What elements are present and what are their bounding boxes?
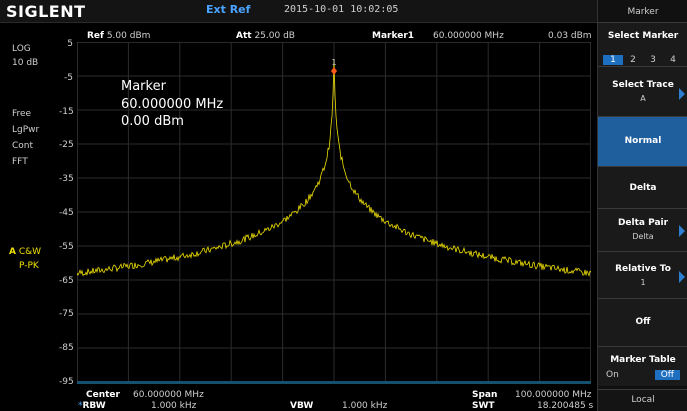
att-label: Att (236, 31, 252, 41)
ref-level: Ref 5.00 dBm (87, 31, 150, 41)
marker1-freq: 60.000000 MHz (433, 31, 504, 41)
trace-a-line (77, 58, 591, 277)
attenuation: Att 25.00 dB (236, 31, 295, 41)
y-tick-label: -5 (64, 72, 73, 83)
y-tick-label: -75 (59, 309, 74, 320)
select-trace-softkey[interactable]: Select Trace A (598, 66, 687, 116)
marker-readout-title: Marker (121, 79, 166, 94)
marker-number-4[interactable]: 4 (670, 55, 676, 65)
normal-softkey[interactable]: Normal (598, 116, 687, 166)
relative-to-value: 1 (640, 278, 646, 287)
marker1-label: Marker1 (372, 31, 415, 41)
chevron-right-icon (679, 88, 685, 100)
ref-value: 5.00 dBm (106, 31, 151, 41)
relative-to-softkey[interactable]: Relative To 1 (598, 251, 687, 298)
vbw-value: 1.000 kHz (342, 401, 388, 411)
select-marker-label: Select Marker (607, 31, 679, 41)
marker-number-1[interactable]: 1 (603, 55, 623, 65)
span-label: Span (472, 390, 498, 400)
toggle-on[interactable]: On (606, 370, 619, 380)
chevron-right-icon (679, 271, 685, 283)
marker-number-3[interactable]: 3 (650, 55, 656, 65)
marker1-indicator: 1 (331, 58, 337, 75)
delta-pair-label: Delta Pair (617, 218, 669, 228)
select-trace-value: A (640, 94, 646, 103)
sweep-progress-track (77, 381, 591, 384)
sweep-type: FFT (12, 157, 28, 167)
y-tick-label: -45 (59, 208, 74, 218)
span-value: 100.000000 MHz (515, 390, 592, 400)
marker-number-2[interactable]: 2 (630, 55, 636, 65)
scale-type: LOG (12, 44, 31, 54)
toggle-off[interactable]: Off (654, 370, 680, 380)
att-value: 25.00 dB (254, 31, 295, 41)
center-value: 60.000000 MHz (133, 390, 204, 400)
center-label: Center (86, 390, 120, 400)
marker-table-label: Marker Table (610, 355, 676, 365)
chevron-right-icon (679, 225, 685, 237)
marker-off-softkey[interactable]: Off (598, 298, 687, 346)
delta-pair-value: Delta (632, 232, 654, 241)
delta-label: Delta (629, 183, 657, 193)
ref-source-indicator: Ext Ref (206, 3, 251, 16)
marker-readout-level: 0.00 dBm (121, 114, 184, 129)
sweep-mode: Cont (12, 141, 34, 151)
datetime: 2015-10-01 10:02:05 (284, 4, 399, 15)
local-label: Local (631, 395, 655, 405)
vbw-label: VBW (290, 401, 314, 411)
swt-value: 18.200485 s (537, 401, 594, 411)
y-tick-label: -15 (59, 106, 74, 117)
scale-per-div: 10 dB (12, 58, 39, 68)
menu-title: Marker (598, 0, 687, 22)
y-tick-label: -25 (59, 140, 74, 151)
spectrum-plot[interactable]: 1 (77, 42, 591, 382)
marker-number-label: 1 (331, 58, 336, 67)
y-tick-label: -35 (59, 174, 74, 185)
brand-logo: SIGLENT (6, 2, 86, 21)
trace-id: A (9, 247, 16, 257)
rbw-label: *RBW (78, 401, 106, 411)
marker1-level: 0.03 dBm (548, 31, 592, 41)
y-tick-label: -95 (59, 377, 74, 387)
top-status-bar (0, 0, 597, 23)
plot-grid (77, 42, 591, 382)
local-softkey[interactable]: Local (598, 389, 687, 411)
marker-diamond-icon (331, 67, 337, 75)
y-tick-label: 5 (67, 39, 73, 49)
trace-mode: C&W (18, 247, 42, 257)
relative-to-label: Relative To (615, 264, 671, 274)
detector-type: P-PK (19, 261, 39, 271)
marker-readout-freq: 60.000000 MHz (121, 97, 224, 112)
delta-softkey[interactable]: Delta (598, 166, 687, 208)
sweep-free: Free (12, 109, 32, 119)
delta-pair-softkey[interactable]: Delta Pair Delta (598, 208, 687, 251)
swt-label: SWT (472, 401, 495, 411)
normal-label: Normal (624, 136, 662, 146)
avg-type: LgPwr (12, 125, 40, 135)
y-tick-label: -65 (59, 275, 74, 286)
off-label: Off (635, 317, 651, 327)
marker-table-softkey[interactable]: Marker Table On Off (598, 346, 687, 386)
trace-indicator: A C&W (9, 247, 41, 257)
rbw-value: 1.000 kHz (151, 401, 197, 411)
marker-table-toggle[interactable]: On Off (598, 370, 687, 380)
y-tick-label: -55 (59, 241, 74, 252)
select-trace-label: Select Trace (612, 80, 674, 90)
ref-label: Ref (87, 31, 104, 41)
y-tick-label: -85 (59, 343, 74, 354)
